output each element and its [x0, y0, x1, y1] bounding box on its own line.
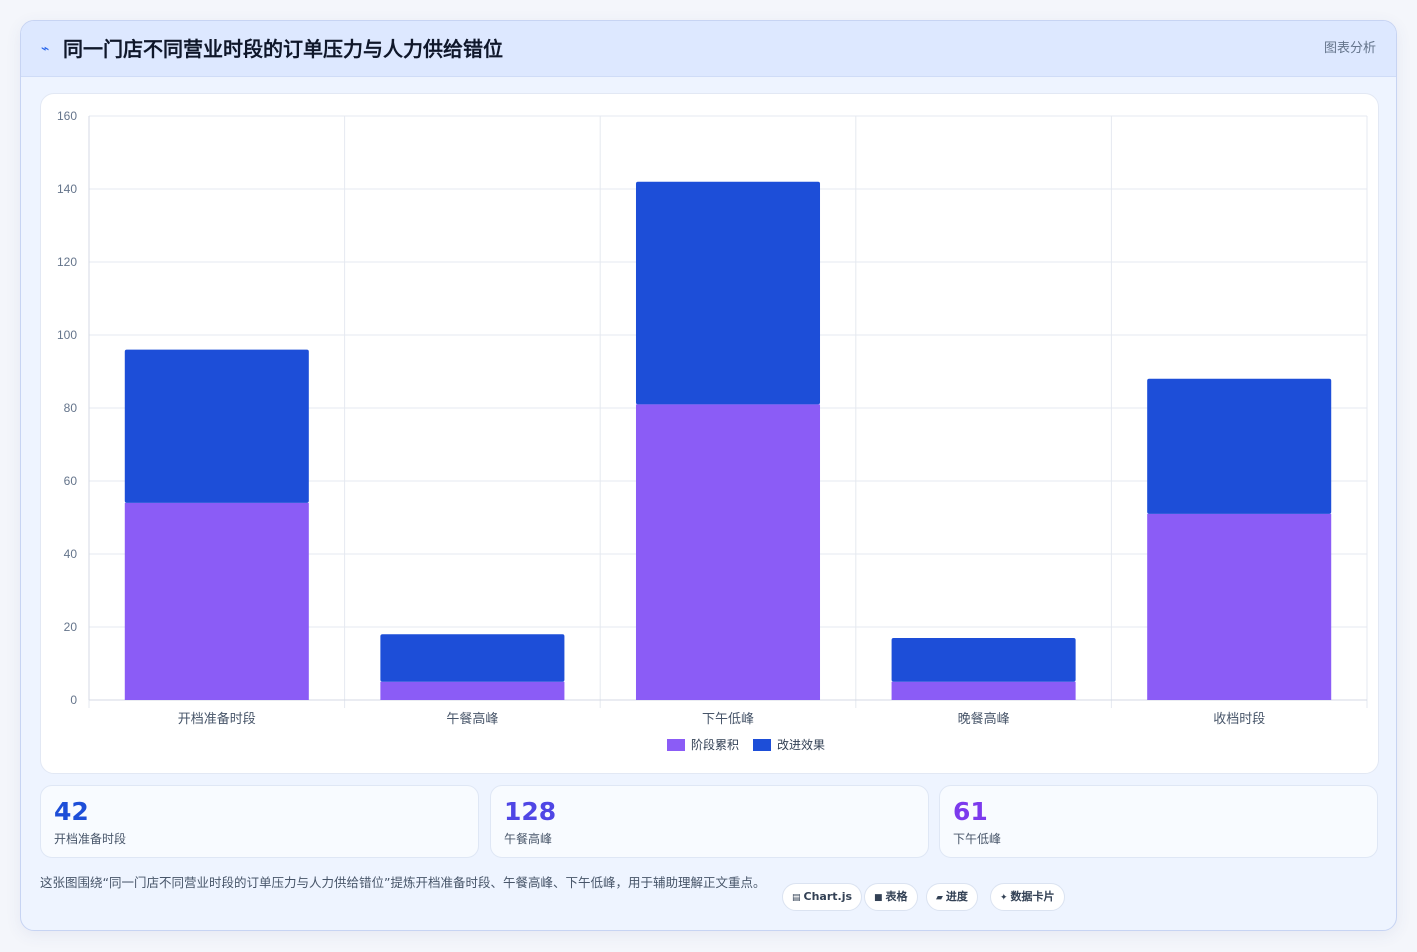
bar-stage-accum	[891, 681, 1076, 700]
y-tick-label: 40	[64, 547, 78, 561]
chip-label: 表格	[885, 890, 908, 903]
chip-table[interactable]: ■ 表格	[864, 883, 918, 911]
legend-swatch	[753, 739, 771, 751]
bar-stage-accum	[1147, 513, 1332, 700]
page-title: 同一门店不同营业时段的订单压力与人力供给错位	[63, 37, 503, 61]
kpi-label: 午餐高峰	[504, 832, 553, 846]
y-tick-label: 160	[57, 109, 77, 123]
kpi-value: 42	[54, 797, 89, 826]
bar-improve-effect	[380, 634, 565, 682]
kpi-label: 下午低峰	[953, 832, 1002, 846]
x-tick-label: 下午低峰	[702, 711, 754, 726]
bar-improve-effect	[635, 181, 821, 405]
legend-label: 阶段累积	[691, 737, 739, 752]
chart-icon: ▤	[792, 893, 801, 903]
bar-improve-effect	[891, 637, 1076, 682]
kpi-card-3: 61 下午低峰	[939, 785, 1378, 858]
chart-card: ⌁ 同一门店不同营业时段的订单压力与人力供给错位 图表分析 0 20 40 60 80 1…	[20, 20, 1397, 931]
table-icon: ■	[874, 893, 883, 903]
chip-label: 进度	[945, 890, 968, 903]
chart-analysis-tag: 图表分析	[1323, 41, 1376, 56]
bar-improve-effect	[124, 349, 309, 503]
bar-stage-accum	[124, 502, 309, 700]
sparkle-icon: ✦	[1000, 893, 1008, 903]
chart-description: 这张图围绕“同一门店不同营业时段的订单压力与人力供给错位”提炼开档准备时段、午餐…	[40, 875, 766, 890]
x-tick-label: 开档准备时段	[178, 711, 256, 726]
chip-label: Chart.js	[803, 890, 853, 903]
y-tick-label: 140	[57, 182, 77, 196]
x-tick-label: 晚餐高峰	[958, 711, 1010, 726]
y-tick-label: 0	[70, 693, 77, 707]
chip-data-cards[interactable]: ✦ 数据卡片	[990, 883, 1065, 911]
trend-line-icon: ⌁	[41, 41, 50, 57]
card-header: ⌁ 同一门店不同营业时段的订单压力与人力供给错位 图表分析	[21, 21, 1396, 77]
bar-improve-effect	[1147, 378, 1332, 514]
bar-stage-accum	[635, 404, 821, 700]
kpi-card-2: 128 午餐高峰	[490, 785, 929, 858]
bar-stage-accum	[380, 681, 565, 700]
y-tick-label: 60	[64, 474, 78, 488]
legend-swatch	[667, 739, 685, 751]
stacked-bar-chart: 0 20 40 60 80 100 120 140 160 开档准备时段 午餐高峰 下午低峰 晚餐高峰 收…	[57, 109, 1368, 752]
chip-label: 数据卡片	[1010, 890, 1055, 903]
kpi-value: 61	[953, 797, 988, 826]
kpi-card-1: 42 开档准备时段	[40, 785, 479, 858]
legend-label: 改进效果	[777, 737, 825, 752]
chip-progress[interactable]: ▰ 进度	[926, 883, 978, 911]
y-tick-label: 120	[57, 255, 77, 269]
x-tick-label: 收档时段	[1213, 711, 1265, 726]
x-tick-label: 午餐高峰	[446, 711, 498, 726]
chart-panel: 0 20 40 60 80 100 120 140 160 开档准备时段 午餐高峰 下午低峰 晚餐高峰 收…	[40, 93, 1379, 774]
y-tick-label: 20	[64, 620, 78, 634]
chip-chartjs[interactable]: ▤ Chart.js	[782, 883, 863, 911]
kpi-value: 128	[504, 797, 557, 826]
y-tick-label: 100	[57, 328, 77, 342]
kpi-label: 开档准备时段	[54, 832, 127, 846]
progress-icon: ▰	[936, 893, 943, 903]
y-tick-label: 80	[64, 401, 78, 415]
